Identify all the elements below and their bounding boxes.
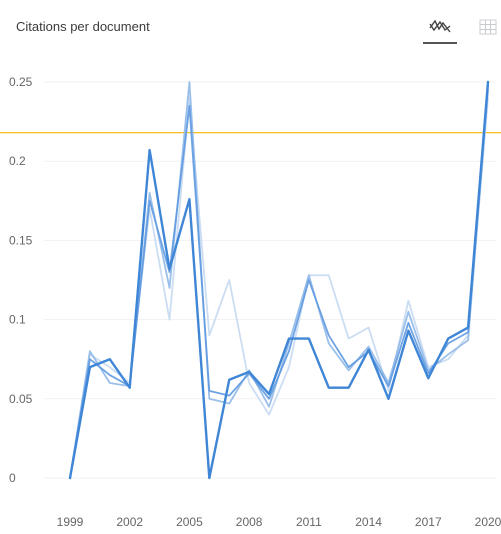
chart-toolbar (421, 12, 501, 52)
y-tick-label: 0.15 (9, 233, 33, 247)
chart-title: Citations per document (16, 19, 150, 34)
x-tick-label: 2005 (176, 515, 203, 529)
line-chart-view-button[interactable] (423, 12, 457, 44)
table-view-button[interactable] (471, 12, 501, 42)
x-tick-label: 2011 (296, 515, 322, 529)
x-tick-label: 1999 (57, 515, 84, 529)
y-tick-label: 0 (9, 471, 16, 485)
series-line (68, 80, 490, 480)
y-tick-label: 0.05 (9, 392, 33, 406)
y-tick-label: 0.2 (9, 154, 26, 168)
series-line (69, 96, 489, 479)
x-tick-label: 2014 (355, 515, 382, 529)
line-chart-icon (429, 19, 451, 33)
x-tick-label: 2002 (116, 515, 143, 529)
x-tick-label: 2017 (415, 515, 442, 529)
x-tick-label: 2008 (236, 515, 263, 529)
series-line (69, 81, 489, 479)
y-tick-label: 0.25 (9, 75, 33, 89)
series-line (69, 84, 489, 479)
table-icon (479, 19, 497, 35)
x-tick-label: 2020 (475, 515, 501, 529)
y-tick-label: 0.1 (9, 313, 26, 327)
